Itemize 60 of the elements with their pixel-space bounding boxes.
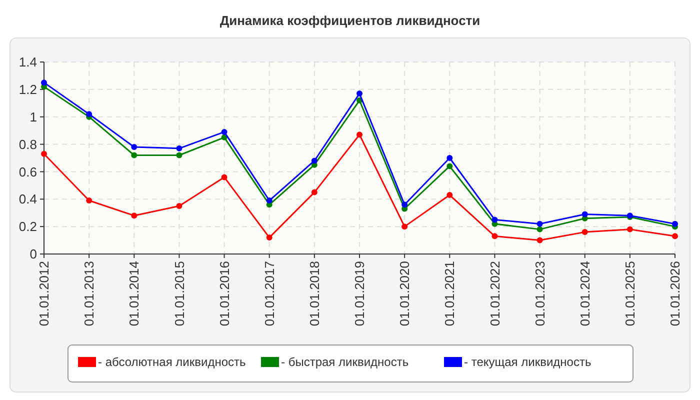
x-tick-label: 01.01.2025	[622, 261, 638, 326]
point	[266, 234, 272, 241]
point	[131, 152, 138, 158]
point	[446, 192, 453, 198]
legend-label: - абсолютная ликвидность	[98, 355, 246, 370]
point	[492, 216, 498, 223]
point	[131, 212, 138, 219]
point	[131, 144, 138, 150]
point	[492, 233, 498, 240]
point	[176, 203, 182, 209]
y-tick-label: 0.2	[18, 219, 37, 234]
x-tick-label: 01.01.2017	[262, 261, 277, 326]
legend-label: - быстрая ликвидность	[281, 355, 409, 370]
point	[536, 220, 543, 227]
chart-title: Динамика коэффициентов ликвидности	[220, 13, 480, 28]
point	[672, 220, 678, 227]
x-tick-label: 01.01.2012	[36, 261, 52, 326]
point	[176, 145, 182, 152]
y-tick-label: 1.4	[18, 54, 37, 70]
point	[582, 229, 588, 236]
point	[86, 111, 92, 118]
point	[311, 158, 318, 164]
x-tick-label: 01.01.2021	[442, 261, 458, 326]
point	[626, 226, 633, 232]
legend-label: - текущая ликвидность	[464, 355, 592, 370]
point	[536, 237, 543, 244]
point	[86, 198, 92, 204]
y-tick-label: 1	[30, 109, 37, 124]
y-tick-label: 0.4	[18, 192, 37, 207]
x-tick-label: 01.01.2014	[126, 261, 142, 326]
x-tick-label: 01.01.2019	[352, 261, 368, 326]
x-tick-label: 01.01.2018	[306, 261, 322, 326]
x-tick-label: 01.01.2015	[172, 261, 187, 326]
x-tick-label: 01.01.2016	[216, 261, 232, 326]
point	[582, 211, 588, 218]
point	[266, 198, 272, 204]
point	[311, 189, 318, 196]
point	[41, 80, 47, 86]
point	[446, 163, 453, 170]
y-tick-label: 1.2	[18, 82, 37, 97]
y-tick-label: 0.8	[18, 136, 37, 152]
x-tick-label: 01.01.2026	[668, 261, 683, 326]
y-tick-label: 0.6	[18, 164, 37, 180]
point	[41, 150, 47, 157]
point	[672, 233, 678, 240]
x-tick-label: 01.01.2023	[532, 261, 548, 326]
point	[356, 132, 362, 138]
x-tick-label: 01.01.2022	[487, 261, 502, 326]
point	[446, 155, 453, 161]
y-tick-label: 0	[30, 246, 37, 262]
point	[176, 152, 182, 158]
x-tick-label: 01.01.2020	[397, 261, 412, 326]
x-tick-label: 01.01.2013	[82, 261, 97, 326]
point	[536, 226, 543, 232]
point	[221, 174, 228, 180]
point	[356, 90, 362, 97]
x-tick-label: 01.01.2024	[577, 261, 592, 326]
point	[221, 128, 228, 135]
point	[402, 202, 408, 208]
point	[402, 224, 408, 230]
